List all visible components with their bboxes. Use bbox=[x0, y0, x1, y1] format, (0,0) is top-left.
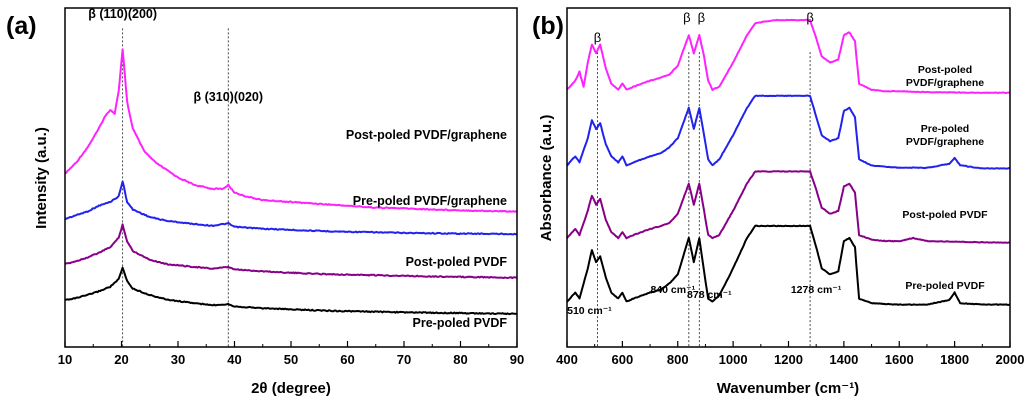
panel-b-x-tick-label-1800: 1800 bbox=[940, 352, 969, 367]
panel-b-annotation-840: 840 cm⁻¹ bbox=[650, 284, 695, 296]
panel-b-x-tick-label-1200: 1200 bbox=[774, 352, 803, 367]
panel-a-series-line-post-poled-pvdf-graphene bbox=[64, 48, 518, 213]
panel-b-annotation-878: 878 cm⁻¹ bbox=[687, 289, 732, 301]
panel-a-plot-frame bbox=[64, 7, 518, 348]
panel-a-x-tick-label-80: 80 bbox=[453, 352, 467, 367]
panel-b-beta-marker-1278: β bbox=[806, 10, 813, 25]
panel-a-x-tick-label-30: 30 bbox=[171, 352, 185, 367]
panel-b-label: (b) bbox=[532, 12, 564, 40]
panel-b-series-label-pre-poled-pvdf: Pre-poled PVDF bbox=[905, 280, 985, 292]
panel-b-x-tick-label-1000: 1000 bbox=[719, 352, 748, 367]
panel-a-x-tick-label-70: 70 bbox=[397, 352, 411, 367]
panel-b-series-label-post-poled-pvdf-graphene: Post-poled PVDF/graphene bbox=[906, 64, 984, 89]
panel-a-series-line-pre-poled-pvdf-graphene bbox=[64, 180, 518, 236]
panel-a-series-line-post-poled-pvdf bbox=[64, 223, 518, 280]
panel-a-x-tick-label-10: 10 bbox=[58, 352, 72, 367]
panel-b-beta-marker-878: β bbox=[698, 10, 705, 25]
panel-b-series-label-pre-poled-pvdf-graphene: Pre-poled PVDF/graphene bbox=[906, 123, 984, 148]
panel-b-x-tick-label-800: 800 bbox=[667, 352, 689, 367]
panel-a-series-label-post-poled-pvdf: Post-poled PVDF bbox=[406, 255, 508, 269]
panel-b-x-tick-label-1600: 1600 bbox=[885, 352, 914, 367]
panel-b-beta-marker-510: β bbox=[594, 30, 601, 45]
panel-a-xrd-chart: (a) 10 20 30 40 50 60 70 80 90 β (110)(200) β (3… bbox=[6, 7, 524, 397]
panel-a-x-ticks: 10 20 30 40 50 60 70 80 90 bbox=[58, 341, 524, 367]
panel-b-x-tick-label-1400: 1400 bbox=[829, 352, 858, 367]
panel-a-y-axis-label: Intensity (a.u.) bbox=[33, 127, 50, 229]
panel-a-x-axis-label: 2θ (degree) bbox=[251, 380, 331, 397]
panel-b-plot-frame bbox=[566, 7, 1011, 348]
panel-b-x-ticks: 400 600 800 1000 1200 1400 1600 1800 2000 bbox=[556, 341, 1024, 367]
panel-a-x-tick-label-40: 40 bbox=[227, 352, 241, 367]
panel-a-series-label-post-poled-pvdf-graphene: Post-poled PVDF/graphene bbox=[346, 128, 507, 142]
panel-b-x-tick-label-600: 600 bbox=[612, 352, 634, 367]
panel-a-x-tick-label-90: 90 bbox=[510, 352, 524, 367]
panel-b-ftir-chart: (b) 400 600 800 1000 1200 1400 1600 1800 2000 β … bbox=[532, 7, 1024, 397]
panel-b-x-tick-label-400: 400 bbox=[556, 352, 578, 367]
panel-b-reference-lines bbox=[597, 52, 811, 347]
panel-a-x-tick-label-20: 20 bbox=[114, 352, 128, 367]
panel-a-series-label-pre-poled-pvdf-graphene: Pre-poled PVDF/graphene bbox=[353, 194, 507, 208]
panel-a-annotation-beta-310-020: β (310)(020) bbox=[194, 90, 263, 104]
panel-a-series-label-pre-poled-pvdf: Pre-poled PVDF bbox=[413, 316, 508, 330]
panel-a-reference-lines bbox=[122, 28, 229, 347]
panel-b-beta-marker-840: β bbox=[683, 10, 690, 25]
panel-b-annotation-510: 510 cm⁻¹ bbox=[567, 305, 612, 317]
panel-a-label: (a) bbox=[6, 12, 37, 40]
panel-b-series bbox=[566, 18, 1011, 306]
panel-b-series-line-post-poled-pvdf bbox=[566, 170, 1011, 244]
panel-b-x-axis-label: Wavenumber (cm⁻¹) bbox=[717, 380, 859, 397]
panel-a-x-tick-label-50: 50 bbox=[284, 352, 298, 367]
panel-b-annotation-1278: 1278 cm⁻¹ bbox=[791, 284, 842, 296]
panel-b-x-tick-label-2000: 2000 bbox=[996, 352, 1025, 367]
panel-a-x-tick-label-60: 60 bbox=[340, 352, 354, 367]
panel-a-series-line-pre-poled-pvdf bbox=[64, 266, 517, 316]
panel-b-y-axis-label: Absorbance (a.u.) bbox=[538, 115, 555, 242]
panel-b-series-label-post-poled-pvdf: Post-poled PVDF bbox=[902, 209, 988, 221]
panel-b-series-line-pre-poled-pvdf bbox=[566, 224, 1011, 306]
panel-a-series bbox=[64, 48, 518, 316]
panel-b-series-line-post-poled-pvdf-graphene bbox=[566, 18, 1011, 94]
panel-a-annotation-beta-110-200: β (110)(200) bbox=[88, 7, 157, 21]
panel-b-series-line-pre-poled-pvdf-graphene bbox=[566, 94, 1011, 170]
